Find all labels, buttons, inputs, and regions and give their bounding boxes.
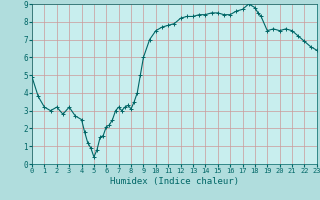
X-axis label: Humidex (Indice chaleur): Humidex (Indice chaleur)	[110, 177, 239, 186]
